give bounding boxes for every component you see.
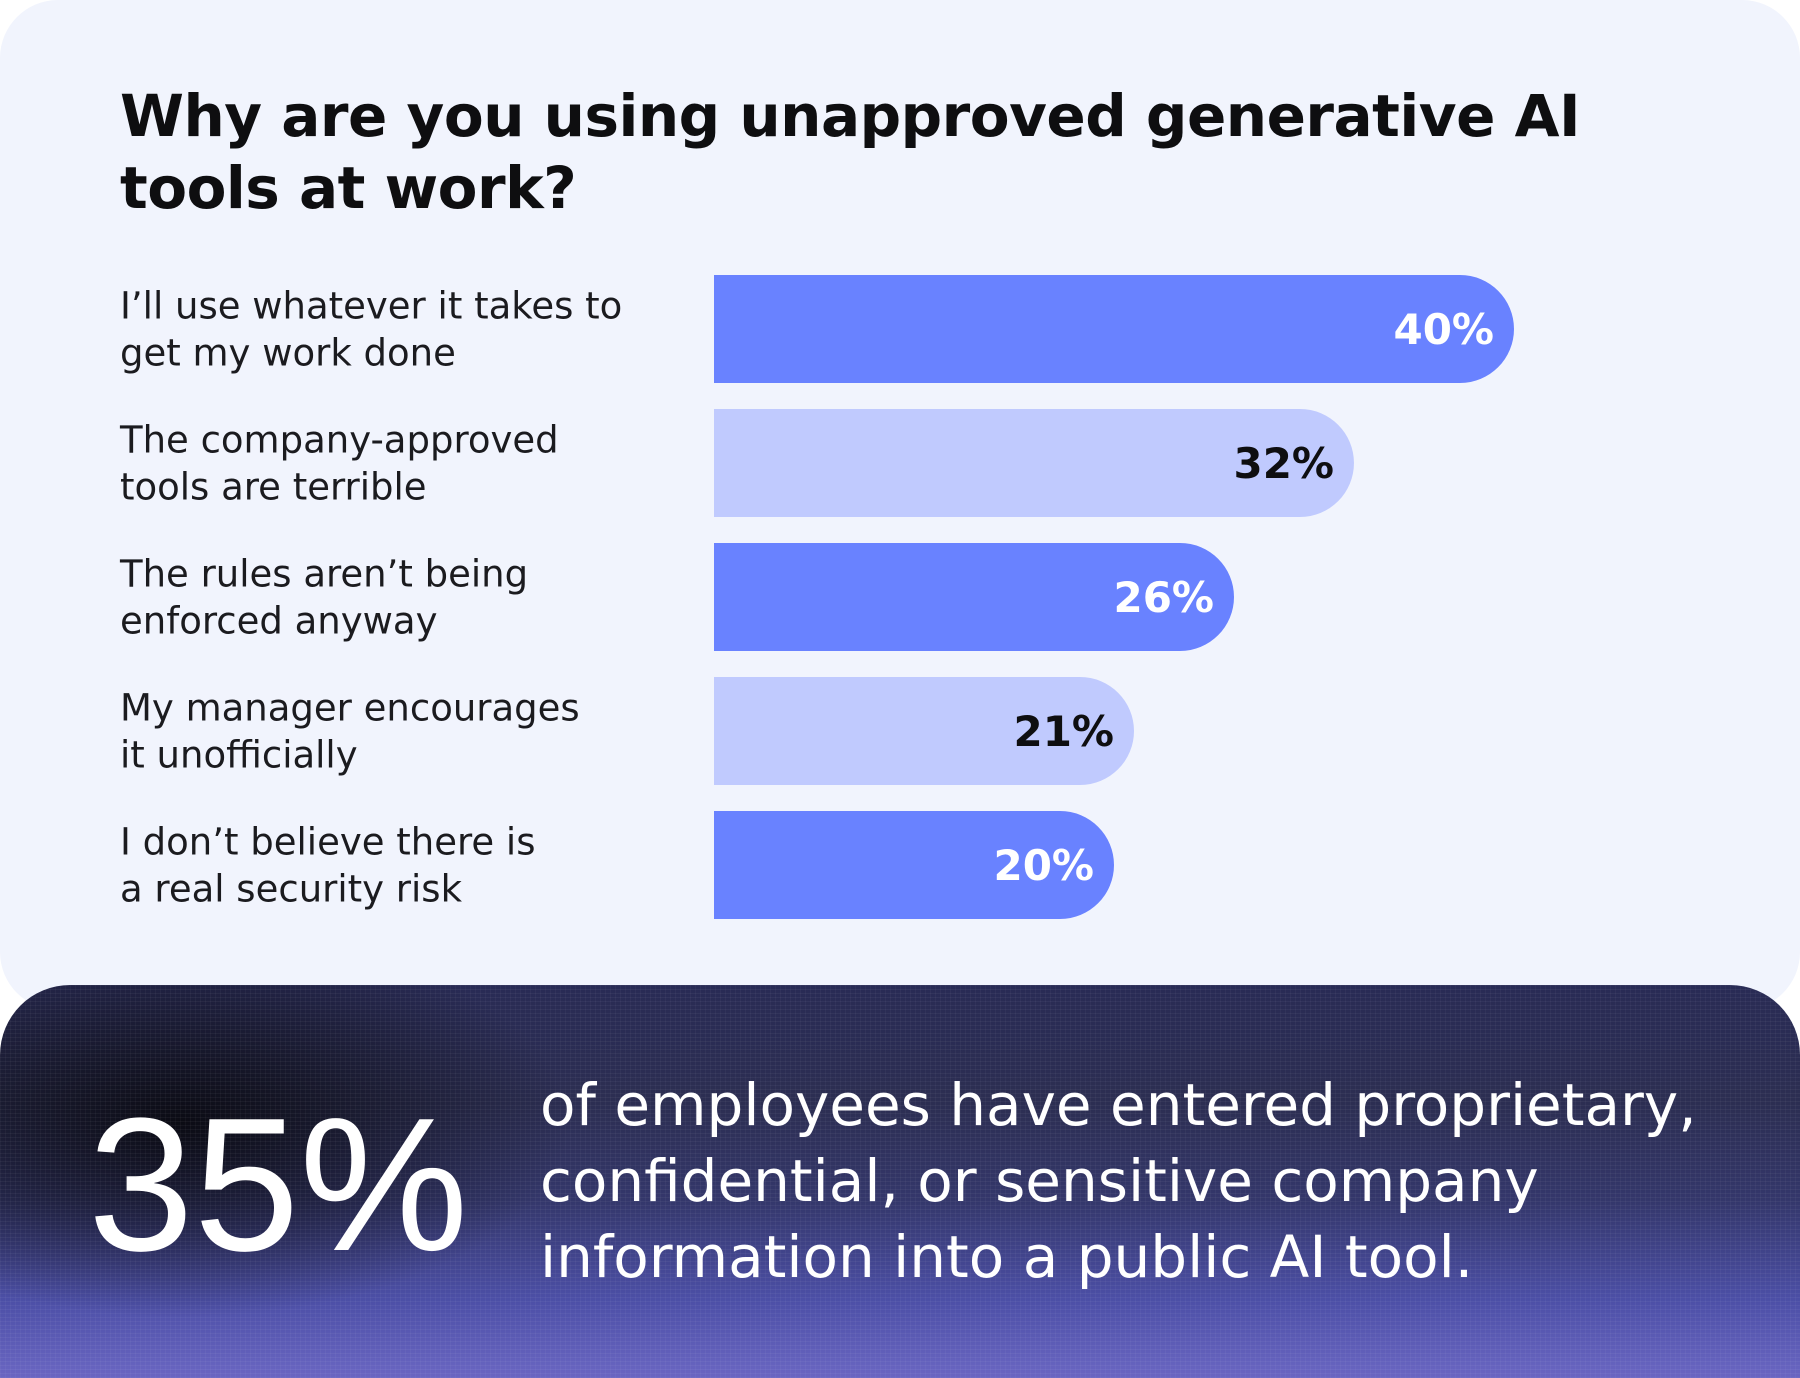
category-label-4-line-1: My manager encourages <box>120 687 580 730</box>
category-label-3-line-1: The rules aren’t being <box>119 553 528 596</box>
category-label-2-line-2: tools are terrible <box>120 466 427 509</box>
bar-4 <box>714 677 1134 785</box>
stat-value: 35% <box>88 1079 469 1291</box>
stat-description: of employees have entered proprietary, c… <box>540 1071 1697 1291</box>
stat-panel: 35% of employees have entered proprietar… <box>0 985 1800 1378</box>
fabric-texture <box>0 985 1800 1378</box>
chart-card: Why are you using unapproved generative … <box>0 0 1800 1010</box>
value-label-5: 20% <box>993 841 1094 890</box>
bar-1 <box>714 275 1514 383</box>
bar-3 <box>714 543 1234 651</box>
category-label-4-line-2: it unofficially <box>120 734 358 777</box>
category-label-3-line-2: enforced anyway <box>120 600 437 643</box>
bar-2 <box>714 409 1354 517</box>
category-label-1-line-1: I’ll use whatever it takes to <box>120 285 622 328</box>
chart-title: Why are you using unapproved generative … <box>120 82 1581 222</box>
category-label-5-line-1: I don’t believe there is <box>120 821 535 864</box>
bar-5 <box>714 811 1114 919</box>
value-label-2: 32% <box>1233 439 1334 488</box>
value-label-4: 21% <box>1013 707 1114 756</box>
value-label-3: 26% <box>1113 573 1214 622</box>
category-label-5-line-2: a real security risk <box>120 868 463 911</box>
category-label-1-line-2: get my work done <box>120 332 456 375</box>
value-label-1: 40% <box>1393 305 1494 354</box>
category-label-2-line-1: The company-approved <box>119 419 559 462</box>
